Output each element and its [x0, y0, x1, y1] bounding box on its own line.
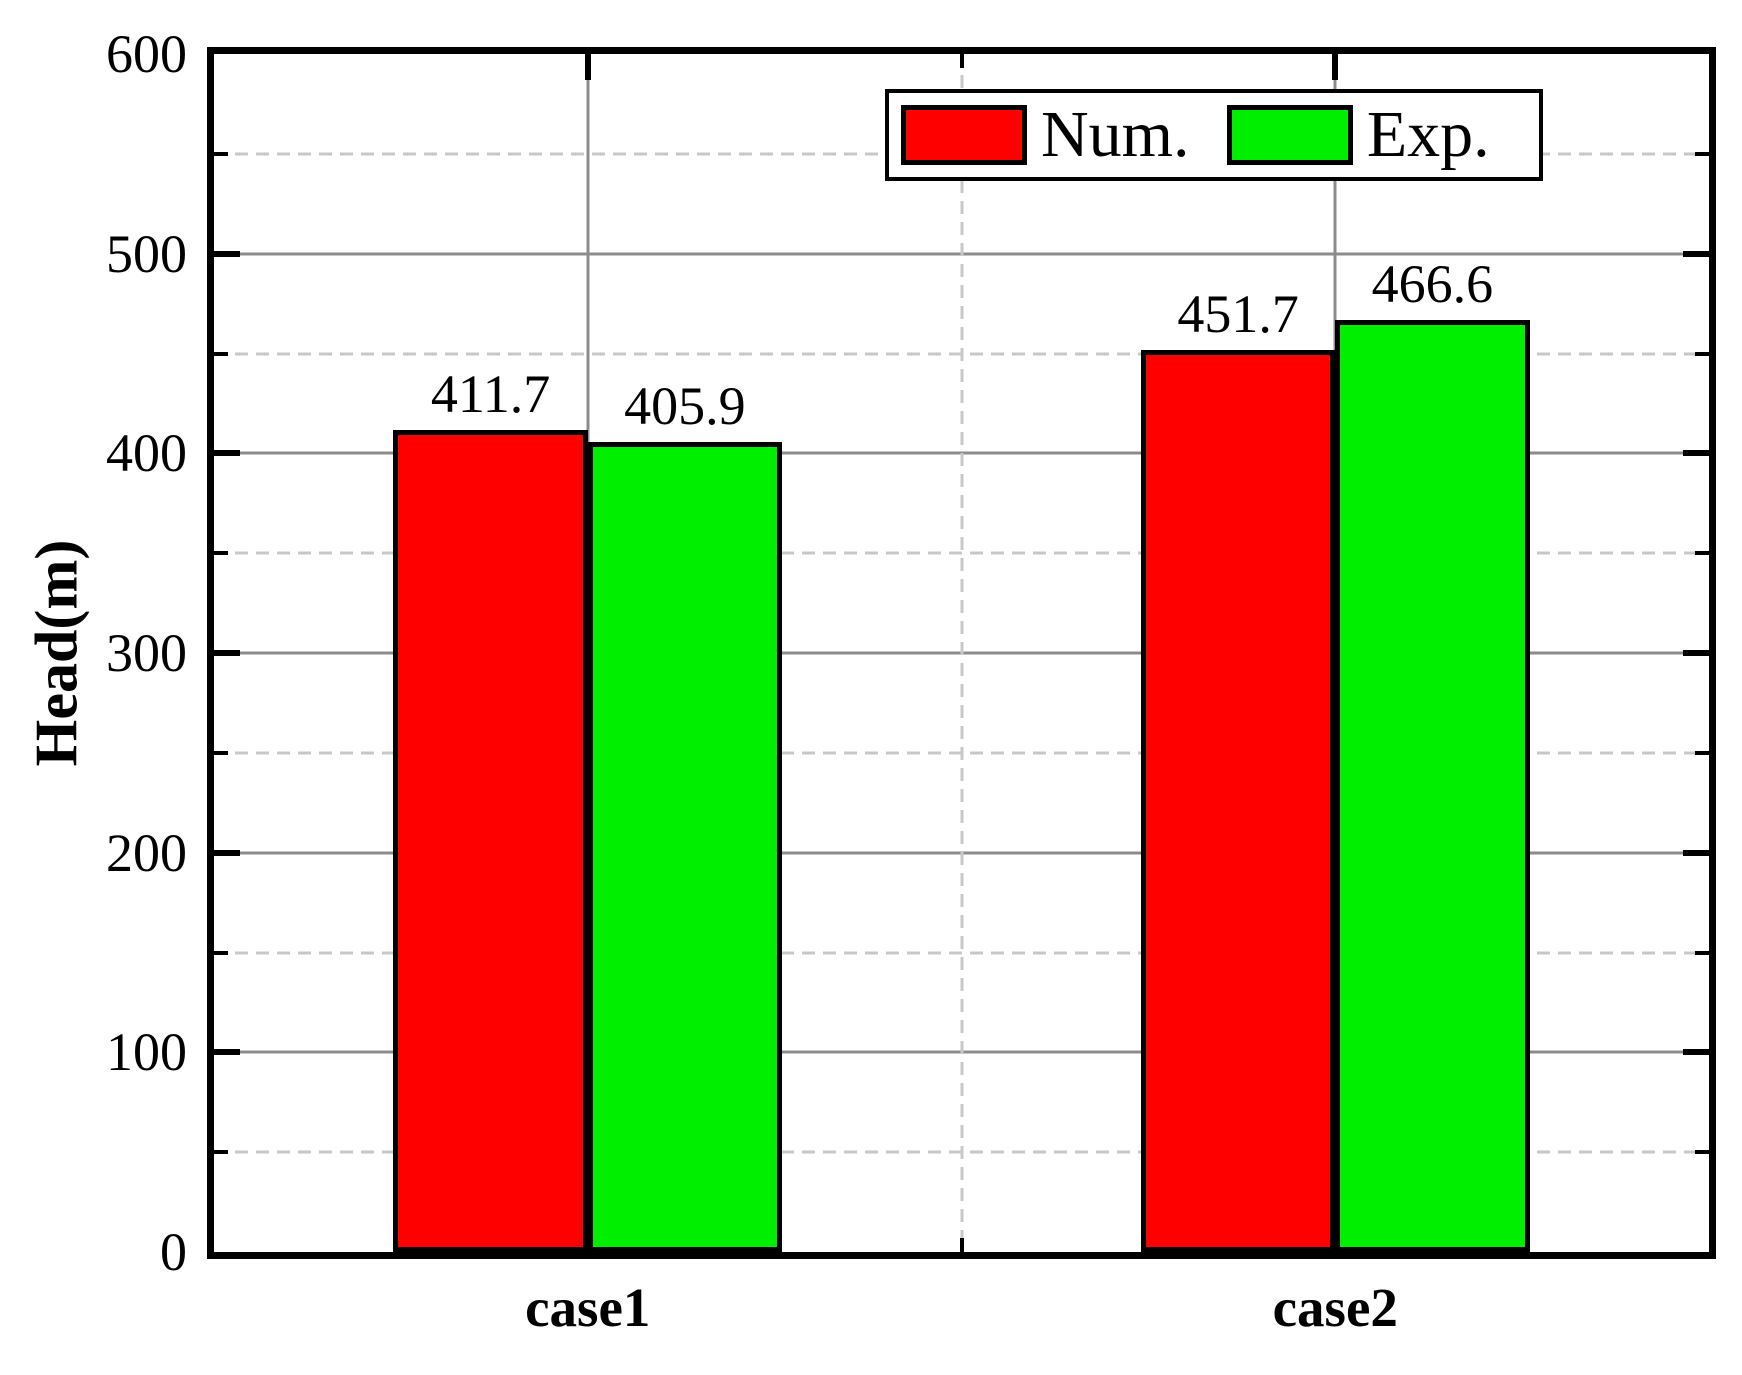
y-major-tick-left	[214, 450, 240, 457]
y-tick-label: 500	[106, 223, 187, 284]
bar-num-case1	[393, 429, 588, 1252]
y-major-tick-right	[1683, 849, 1709, 856]
y-major-tick-right	[1683, 650, 1709, 656]
y-minor-tick-left	[214, 351, 228, 356]
y-minor-tick-right	[1695, 151, 1709, 156]
y-minor-tick-left	[214, 551, 228, 556]
y-tick-label: 0	[160, 1222, 187, 1282]
plot-inner: 411.7 405.9 451.7 466.6 0 100 200 300 400 500 600 c…	[106, 27, 1709, 1335]
y-tick-label: 200	[106, 822, 187, 883]
y-minor-tick-right	[1695, 551, 1709, 556]
y-tick-label: 600	[106, 24, 187, 84]
y-tick-label: 300	[106, 623, 187, 683]
y-minor-tick-left	[214, 750, 228, 755]
y-major-tick-left	[214, 250, 240, 257]
y-axis-title: Head(m)	[6, 47, 106, 1259]
y-major-tick-right	[1683, 1049, 1709, 1056]
bar-exp-case2	[1335, 320, 1530, 1252]
gridline-minor-vertical	[960, 54, 963, 1252]
y-tick-label: 100	[106, 1022, 187, 1083]
x-minor-tick-top	[959, 54, 964, 68]
legend-label-num: Num.	[1041, 98, 1190, 171]
y-major-tick-right	[1683, 450, 1709, 457]
x-category-label: case2	[1272, 1277, 1398, 1338]
x-major-tick-top	[584, 54, 591, 80]
bar-value-label: 405.9	[624, 375, 746, 436]
y-axis-title-text: Head(m)	[23, 539, 89, 767]
y-tick-label: 400	[106, 423, 187, 484]
plot-area: 411.7 405.9 451.7 466.6 0 100 200 300 400 500 600 c…	[106, 27, 1716, 1335]
x-major-tick-bottom	[584, 1226, 591, 1252]
y-minor-tick-right	[1695, 351, 1709, 356]
x-major-tick-bottom	[1332, 1226, 1339, 1252]
bar-value-label: 466.6	[1371, 254, 1494, 315]
x-category-label: case1	[525, 1277, 651, 1338]
bar-num-case2	[1140, 350, 1336, 1252]
y-minor-tick-right	[1695, 950, 1709, 955]
y-minor-tick-right	[1695, 1150, 1709, 1155]
legend-swatch-num	[901, 105, 1027, 165]
y-major-tick-left	[214, 1049, 240, 1056]
y-major-tick-right	[1683, 250, 1709, 257]
y-minor-tick-left	[214, 950, 228, 955]
legend-swatch-exp	[1226, 105, 1353, 165]
x-minor-tick-bottom	[959, 1238, 964, 1252]
y-major-tick-left	[214, 849, 240, 856]
legend-label-exp: Exp.	[1366, 98, 1490, 171]
x-major-tick-top	[1332, 54, 1339, 80]
y-minor-tick-right	[1695, 750, 1709, 755]
bar-value-label: 411.7	[430, 363, 551, 424]
y-minor-tick-left	[214, 1150, 228, 1155]
bar-value-label: 451.7	[1177, 284, 1299, 345]
y-major-tick-left	[214, 650, 240, 656]
bar-exp-case1	[587, 441, 783, 1252]
legend: Num. Exp.	[885, 89, 1543, 181]
y-minor-tick-left	[214, 151, 228, 156]
